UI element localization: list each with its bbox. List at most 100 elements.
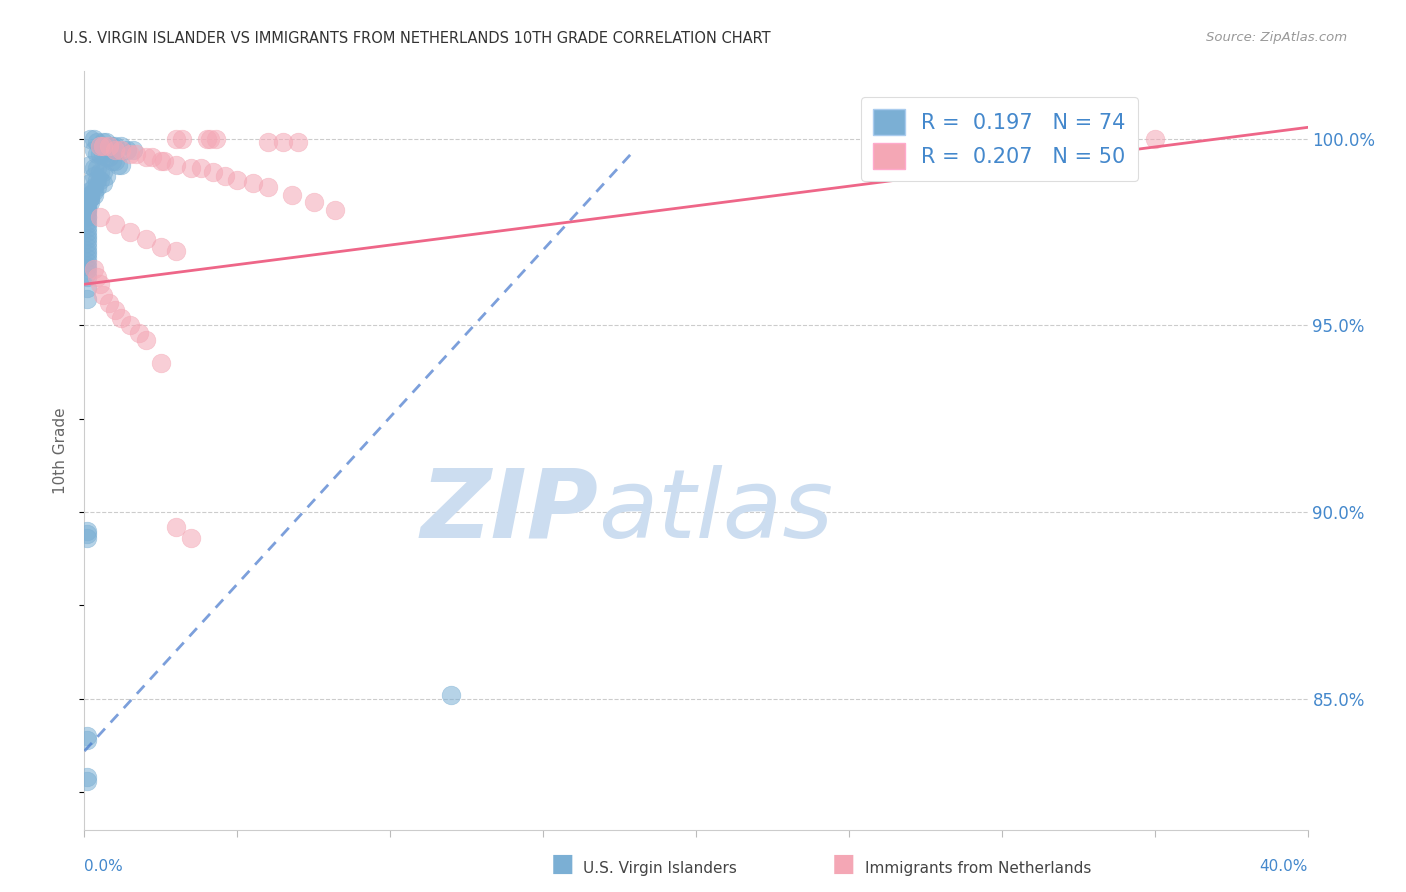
- Point: [165, 158, 187, 172]
- Point: [76, 225, 98, 239]
- Point: [302, 195, 325, 210]
- Point: [76, 247, 98, 261]
- Point: [76, 774, 98, 789]
- Point: [110, 139, 132, 153]
- Point: [120, 146, 142, 161]
- Point: [91, 288, 114, 302]
- Point: [94, 150, 117, 164]
- Point: [76, 199, 98, 213]
- Point: [83, 187, 105, 202]
- Point: [120, 318, 142, 333]
- Point: [76, 232, 98, 246]
- Point: [76, 202, 98, 217]
- Point: [104, 143, 127, 157]
- Point: [115, 143, 138, 157]
- Point: [104, 153, 127, 168]
- Point: [120, 225, 142, 239]
- Point: [76, 240, 98, 254]
- Point: [83, 184, 105, 198]
- Point: [97, 296, 120, 310]
- Point: [323, 202, 346, 217]
- Point: [104, 303, 127, 318]
- Point: [79, 158, 101, 172]
- Point: [76, 733, 98, 747]
- Point: [76, 202, 98, 217]
- Point: [91, 165, 114, 179]
- Point: [76, 262, 98, 277]
- Point: [195, 131, 218, 145]
- Point: [165, 520, 187, 534]
- Text: ■: ■: [832, 852, 855, 876]
- Point: [97, 139, 120, 153]
- Point: [83, 131, 105, 145]
- Point: [79, 177, 101, 191]
- Point: [180, 161, 202, 176]
- Point: [287, 136, 309, 150]
- Point: [83, 262, 105, 277]
- Point: [242, 177, 264, 191]
- Point: [91, 177, 114, 191]
- Point: [91, 146, 114, 161]
- Point: [83, 180, 105, 194]
- Point: [86, 180, 108, 194]
- Point: [128, 326, 150, 340]
- Point: [76, 729, 98, 743]
- Point: [165, 131, 187, 145]
- Point: [89, 277, 111, 292]
- Point: [104, 139, 127, 153]
- Point: [141, 150, 163, 164]
- Point: [76, 527, 98, 541]
- Text: U.S. Virgin Islanders: U.S. Virgin Islanders: [583, 861, 737, 876]
- Point: [79, 195, 101, 210]
- Point: [76, 281, 98, 295]
- Point: [86, 146, 108, 161]
- Point: [135, 150, 157, 164]
- Point: [172, 131, 194, 145]
- Point: [1143, 131, 1166, 145]
- Point: [89, 146, 111, 161]
- Point: [76, 221, 98, 235]
- Point: [97, 150, 120, 164]
- Point: [83, 143, 105, 157]
- Point: [86, 136, 108, 150]
- Point: [101, 153, 124, 168]
- Point: [79, 187, 101, 202]
- Point: [76, 292, 98, 306]
- Point: [94, 169, 117, 183]
- Point: [83, 161, 105, 176]
- Text: atlas: atlas: [598, 465, 834, 558]
- Point: [281, 187, 304, 202]
- Point: [94, 136, 117, 150]
- Point: [79, 191, 101, 205]
- Point: [83, 169, 105, 183]
- Point: [76, 206, 98, 220]
- Point: [440, 688, 463, 702]
- Legend: R =  0.197   N = 74, R =  0.207   N = 50: R = 0.197 N = 74, R = 0.207 N = 50: [860, 97, 1137, 181]
- Point: [153, 153, 176, 168]
- Point: [149, 356, 172, 370]
- Point: [76, 210, 98, 224]
- Point: [91, 136, 114, 150]
- Text: 0.0%: 0.0%: [84, 859, 124, 874]
- Point: [76, 259, 98, 273]
- Point: [165, 244, 187, 258]
- Point: [76, 255, 98, 269]
- Point: [205, 131, 228, 145]
- Point: [76, 213, 98, 227]
- Point: [107, 158, 129, 172]
- Point: [135, 333, 157, 347]
- Point: [198, 131, 221, 145]
- Point: [180, 531, 202, 545]
- Point: [76, 244, 98, 258]
- Point: [89, 172, 111, 186]
- Point: [76, 770, 98, 784]
- Point: [91, 139, 114, 153]
- Point: [76, 199, 98, 213]
- Point: [104, 218, 127, 232]
- Point: [79, 184, 101, 198]
- Point: [110, 310, 132, 325]
- Text: U.S. VIRGIN ISLANDER VS IMMIGRANTS FROM NETHERLANDS 10TH GRADE CORRELATION CHART: U.S. VIRGIN ISLANDER VS IMMIGRANTS FROM …: [63, 31, 770, 46]
- Text: Source: ZipAtlas.com: Source: ZipAtlas.com: [1206, 31, 1347, 45]
- Point: [149, 240, 172, 254]
- Point: [76, 218, 98, 232]
